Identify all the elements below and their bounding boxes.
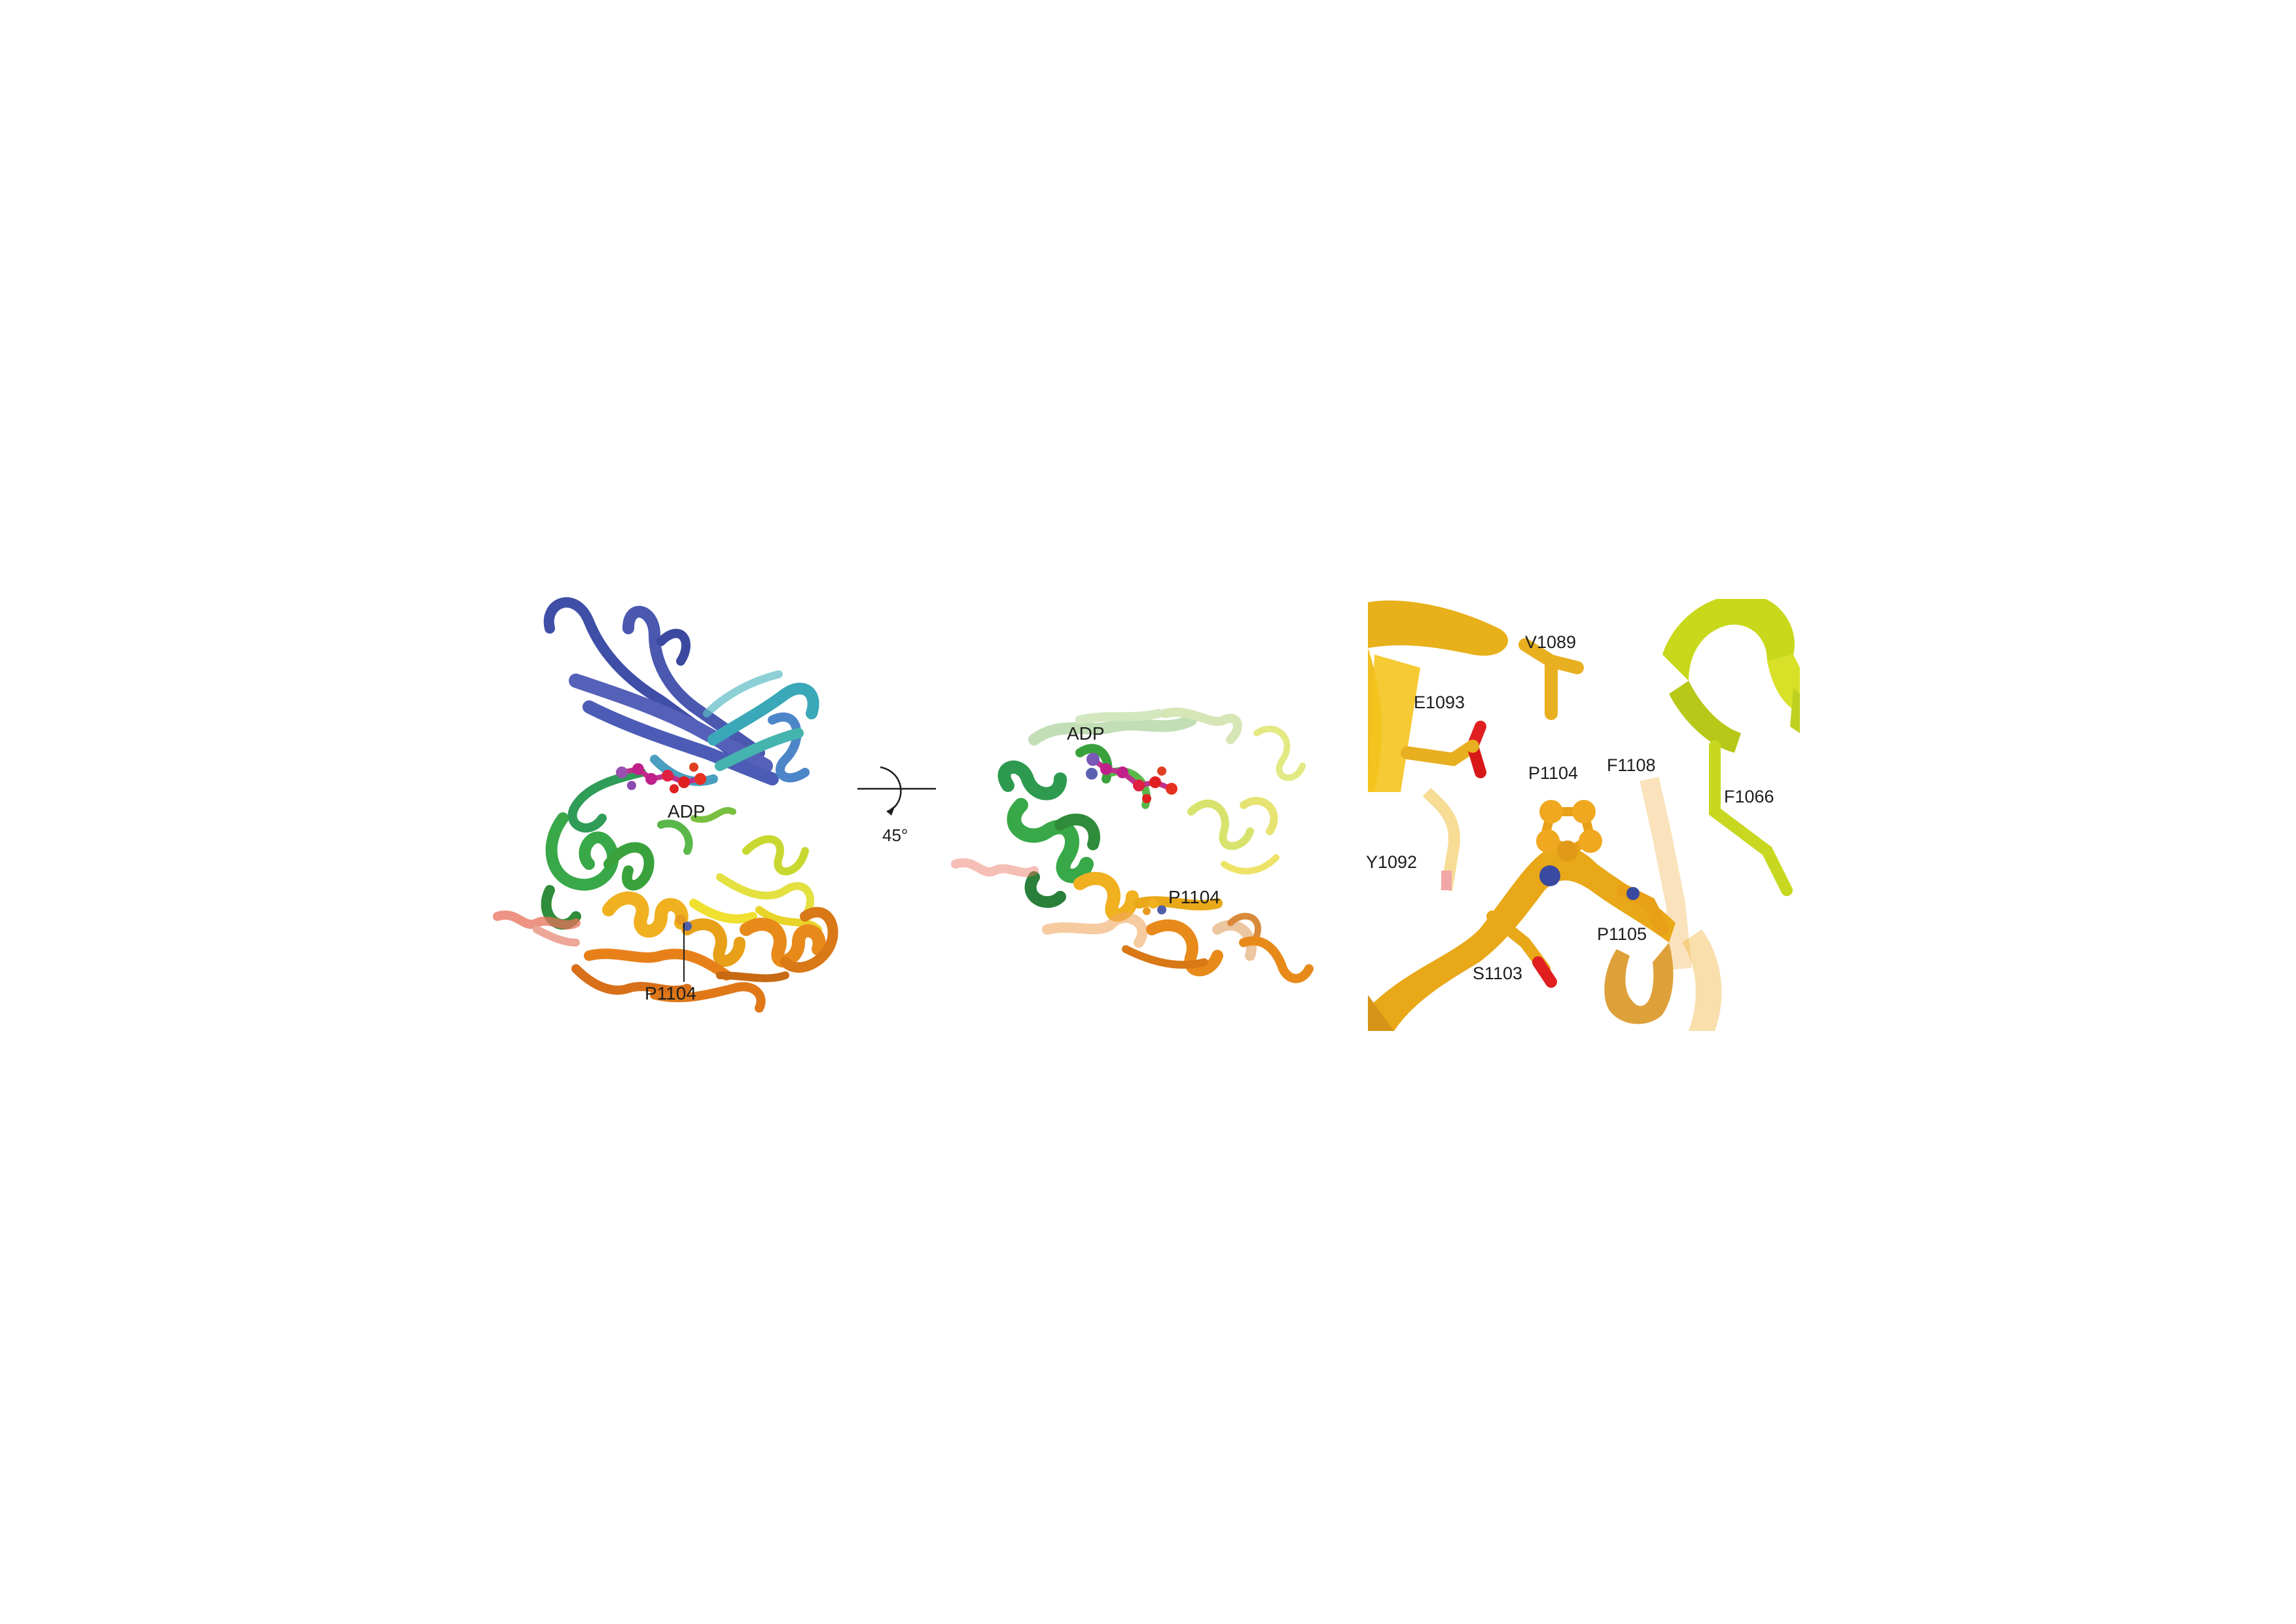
rotation-indicator: 45° [857, 766, 936, 845]
label-rotation-angle: 45° [882, 825, 908, 845]
p1104-residue-middle [1143, 898, 1166, 915]
helix-right-green [1662, 599, 1800, 753]
panel-left-structure: ADP P1104 [493, 597, 838, 1013]
residue-f1108 [1640, 776, 1692, 970]
helix-left-fill [1368, 655, 1420, 792]
adp-molecule-middle [1086, 753, 1177, 803]
label-adp-middle: ADP [1067, 723, 1105, 744]
residue-y1092 [1422, 787, 1460, 892]
middle-yellow-region [1187, 725, 1306, 875]
residue-v1089 [1518, 638, 1584, 720]
label-adp-left: ADP [668, 801, 706, 821]
label-y1092: Y1092 [1366, 852, 1417, 872]
c-lobe-orange [571, 892, 838, 1013]
label-f1066: F1066 [1724, 787, 1774, 806]
helix-upper-left [1368, 600, 1509, 656]
label-p1104-left: P1104 [645, 983, 696, 1003]
panel-right-closeup: V1089 E1093 P1104 F1108 F1066 Y1092 P110… [1366, 599, 1800, 1031]
adp-molecule [616, 763, 706, 793]
residue-p1105 [1617, 884, 1669, 936]
p1104-residue [675, 914, 692, 982]
label-f1108: F1108 [1607, 755, 1656, 775]
residue-f1066 [1709, 740, 1793, 896]
rotation-arrowhead-icon [887, 805, 895, 816]
loop-p1104-p1105 [1368, 845, 1722, 1031]
hinge-green-region [541, 768, 736, 930]
label-p1105: P1105 [1597, 924, 1647, 944]
panel-middle-structure: ADP P1104 [951, 708, 1314, 983]
residue-e1093 [1401, 721, 1486, 778]
middle-orange-c-lobe [1042, 871, 1314, 983]
yellow-helices [689, 835, 822, 933]
middle-faded-n-lobe [1028, 708, 1242, 746]
label-p1104-middle: P1104 [1168, 887, 1220, 907]
middle-salmon-helix [951, 858, 1039, 877]
label-v1089: V1089 [1525, 632, 1576, 652]
n-lobe-beta-sheet [543, 597, 819, 786]
residue-p1104-balls [1536, 800, 1602, 886]
label-s1103: S1103 [1473, 964, 1522, 983]
residue-s1103 [1486, 911, 1557, 988]
label-p1104-right: P1104 [1528, 763, 1578, 783]
label-e1093: E1093 [1414, 693, 1465, 712]
p1104-nitrogen [1539, 865, 1560, 886]
salmon-helix [493, 911, 581, 947]
